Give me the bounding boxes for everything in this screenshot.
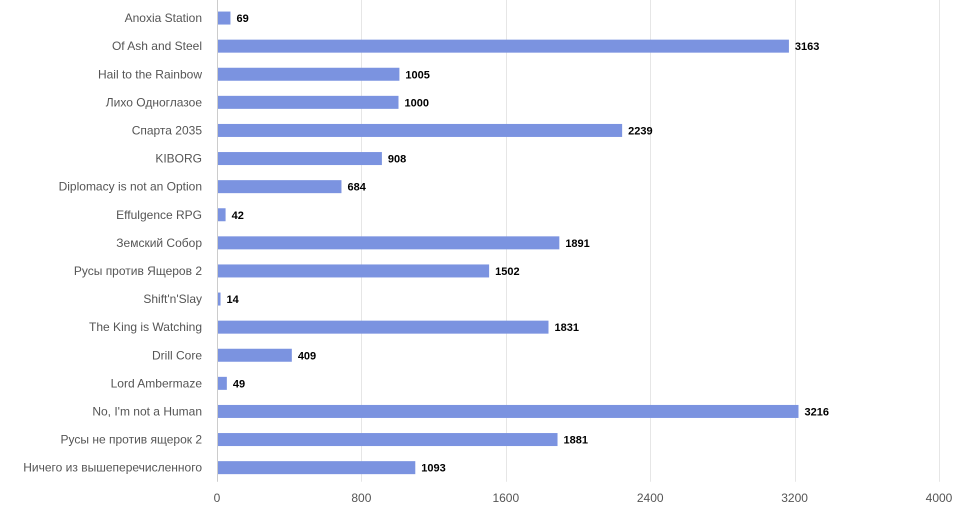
value-label: 1093 bbox=[421, 463, 445, 475]
category-label: No, I'm not a Human bbox=[92, 404, 202, 418]
x-tick-label: 3200 bbox=[781, 491, 808, 505]
value-label: 3163 bbox=[795, 41, 819, 53]
category-label: Drill Core bbox=[152, 348, 202, 362]
bar[interactable] bbox=[218, 348, 292, 362]
category-label: Effulgence RPG bbox=[116, 208, 202, 222]
bar[interactable] bbox=[218, 292, 221, 306]
bar[interactable] bbox=[218, 461, 416, 475]
x-tick-label: 800 bbox=[351, 491, 371, 505]
value-label: 1881 bbox=[564, 435, 588, 447]
bar[interactable] bbox=[218, 152, 382, 166]
value-label: 1891 bbox=[565, 238, 589, 250]
value-label: 3216 bbox=[804, 406, 828, 418]
x-tick-label: 4000 bbox=[926, 491, 953, 505]
x-axis-tick-labels: 0 800 1600 2400 3200 4000 bbox=[214, 491, 953, 505]
value-label: 42 bbox=[232, 210, 244, 222]
value-label: 69 bbox=[236, 13, 248, 25]
value-label: 1502 bbox=[495, 266, 519, 278]
bar[interactable] bbox=[218, 11, 231, 25]
bar[interactable] bbox=[218, 123, 623, 137]
category-label: Русы не против ящерок 2 bbox=[61, 433, 203, 447]
category-label: Shift'n'Slay bbox=[143, 292, 202, 306]
bar[interactable] bbox=[218, 264, 490, 278]
bar[interactable] bbox=[218, 236, 560, 250]
x-tick-label: 2400 bbox=[637, 491, 664, 505]
category-label: Anoxia Station bbox=[125, 11, 202, 25]
value-label: 684 bbox=[347, 182, 366, 194]
category-label: Лихо Одноглазое bbox=[106, 95, 203, 109]
bar[interactable] bbox=[218, 433, 558, 447]
value-label: 908 bbox=[388, 154, 406, 166]
value-label: 2239 bbox=[628, 125, 652, 137]
value-label: 14 bbox=[227, 294, 240, 306]
bars bbox=[218, 11, 799, 475]
category-label: Спарта 2035 bbox=[132, 123, 203, 137]
category-label: Lord Ambermaze bbox=[111, 376, 203, 390]
category-label: Русы против Ящеров 2 bbox=[74, 264, 202, 278]
category-label: Земский Собор bbox=[116, 236, 202, 250]
bar[interactable] bbox=[218, 39, 789, 53]
category-label: Hail to the Rainbow bbox=[98, 67, 202, 81]
category-labels: Anoxia Station Of Ash and Steel Hail to th… bbox=[23, 11, 202, 475]
category-label: The King is Watching bbox=[89, 320, 202, 334]
category-label: Of Ash and Steel bbox=[112, 39, 202, 53]
bar[interactable] bbox=[218, 404, 799, 418]
bar[interactable] bbox=[218, 180, 342, 194]
x-tick-label: 1600 bbox=[492, 491, 519, 505]
value-label: 409 bbox=[298, 350, 316, 362]
category-label: Ничего из вышеперечисленного bbox=[23, 461, 202, 475]
category-label: Diplomacy is not an Option bbox=[59, 180, 202, 194]
bar[interactable] bbox=[218, 67, 400, 81]
bar[interactable] bbox=[218, 376, 227, 390]
value-label: 1000 bbox=[405, 97, 429, 109]
bar[interactable] bbox=[218, 95, 399, 109]
value-label: 49 bbox=[233, 378, 245, 390]
bar[interactable] bbox=[218, 208, 226, 222]
value-label: 1831 bbox=[554, 322, 578, 334]
x-tick-label: 0 bbox=[214, 491, 221, 505]
category-label: KIBORG bbox=[155, 152, 202, 166]
value-label: 1005 bbox=[405, 69, 429, 81]
value-labels: 69 3163 1005 1000 2239 908 684 42 1891 1502 14 1831… bbox=[227, 13, 829, 475]
bar[interactable] bbox=[218, 320, 549, 334]
